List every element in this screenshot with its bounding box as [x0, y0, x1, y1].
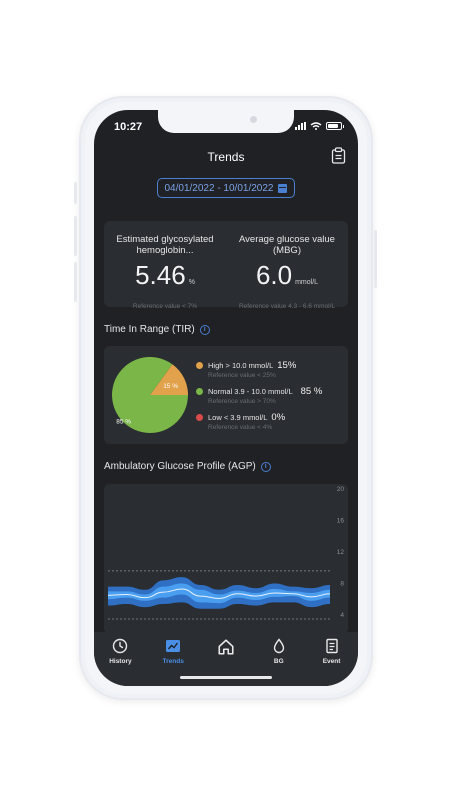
agp-inner-band: [108, 583, 330, 604]
pie-slice: [111, 357, 188, 433]
pie-slice-label: 85 %: [116, 418, 131, 425]
legend-reference: Reference value < 25%: [208, 372, 276, 379]
agp-median-line: [107, 588, 331, 599]
mbg-unit: mmol/L: [295, 279, 319, 286]
clipboard-icon[interactable]: [331, 147, 346, 164]
legend-label: Normal 3.9 - 10.0 mmol/L: [208, 387, 293, 396]
date-range-label: 04/01/2022 - 10/01/2022: [164, 182, 274, 194]
nav-label: History: [109, 658, 132, 665]
y-tick-label: 8: [340, 581, 344, 588]
mbg-reference: Reference value 4.3 - 6.6 mmol/L: [238, 303, 336, 310]
agp-chart: 20 16 12 8 4: [107, 486, 345, 620]
pie-slice: [150, 364, 188, 395]
hba1c-label: Estimated glycosylated hemoglobin...: [116, 234, 214, 256]
low-dot: [196, 414, 203, 421]
nav-label: Event: [322, 658, 341, 665]
home-indicator[interactable]: [180, 676, 272, 679]
tir-pie-chart: 15 % 85 %: [111, 357, 188, 433]
y-tick-label: 16: [337, 517, 345, 524]
tir-legend-high: High > 10.0 mmol/L 15% Reference value <…: [196, 360, 296, 379]
legend-reference: Reference value > 70%: [208, 398, 276, 405]
nav-trends[interactable]: Trends: [147, 638, 199, 686]
agp-title-row: Ambulatory Glucose Profile (AGP) i: [104, 461, 271, 472]
nav-bg[interactable]: BG: [253, 638, 305, 686]
hba1c-value: 5.46: [135, 260, 186, 290]
nav-history[interactable]: History: [94, 638, 146, 686]
hba1c-value-row: 5.46%: [104, 261, 226, 297]
mbg-value-row: 6.0 mmol/L: [226, 261, 348, 297]
hba1c-reference: Reference value < 7%: [132, 303, 198, 310]
high-dot: [196, 362, 203, 369]
tir-legend-low: Low < 3.9 mmol/L 0% Reference value < 4%: [196, 412, 285, 431]
agp-title: Ambulatory Glucose Profile (AGP): [104, 461, 256, 472]
mbg-label: Average glucose value (MBG): [239, 234, 335, 256]
legend-percent: 15%: [277, 360, 297, 371]
status-icons: [295, 122, 344, 130]
nav-home[interactable]: [200, 638, 252, 686]
nav-event[interactable]: Event: [306, 638, 358, 686]
document-icon: [325, 638, 338, 654]
wifi-icon: [310, 122, 322, 130]
y-tick-label: 12: [337, 549, 345, 556]
tir-card: 15 % 85 % High > 10.0 mmol/L 15% Referenc…: [104, 346, 348, 444]
home-icon: [218, 639, 234, 655]
phone-side-button: [374, 230, 377, 288]
agp-outer-band: [108, 577, 330, 609]
app-screen: 10:27 Trends 04/01/2022 - 10/01/2022 Est…: [94, 110, 358, 686]
mbg-value: 6.0: [255, 260, 293, 290]
legend-label: High > 10.0 mmol/L: [208, 361, 274, 370]
tir-title: Time In Range (TIR): [104, 324, 195, 335]
tir-legend-normal: Normal 3.9 - 10.0 mmol/L 85 % Reference …: [196, 386, 322, 405]
glucose-summary-card: Estimated glycosylated hemoglobin... 5.4…: [104, 221, 348, 310]
page-title: Trends: [207, 150, 245, 164]
nav-label: Trends: [162, 658, 184, 665]
mbg-metric: Average glucose value (MBG) 6.0 mmol/L Re…: [226, 221, 348, 310]
trend-chart-icon: [166, 640, 181, 652]
date-range-picker[interactable]: 04/01/2022 - 10/01/2022: [157, 178, 295, 198]
hba1c-unit: %: [188, 279, 195, 286]
phone-side-button: [74, 216, 77, 256]
legend-label: Low < 3.9 mmol/L: [208, 413, 268, 422]
pie-slice-label: 15 %: [163, 383, 178, 390]
clock-icon: [113, 638, 128, 654]
camera: [250, 116, 257, 123]
y-tick-label: 4: [340, 612, 344, 619]
battery-icon: [326, 122, 344, 130]
calendar-icon: [278, 183, 288, 193]
drop-icon: [273, 638, 284, 654]
nav-label: BG: [273, 658, 284, 665]
notch: [158, 110, 294, 133]
info-icon[interactable]: i: [260, 461, 271, 472]
legend-reference: Reference value < 4%: [208, 424, 273, 431]
hba1c-metric: Estimated glycosylated hemoglobin... 5.4…: [104, 221, 226, 310]
status-time: 10:27: [114, 121, 143, 133]
normal-dot: [196, 388, 203, 395]
y-tick-label: 20: [337, 486, 345, 493]
agp-chart-card: 20 16 12 8 4: [104, 484, 348, 634]
info-icon[interactable]: i: [199, 324, 210, 335]
phone-side-button: [74, 182, 77, 204]
tir-title-row: Time In Range (TIR) i: [104, 324, 210, 335]
legend-percent: 0%: [271, 412, 286, 423]
signal-icon: [295, 122, 306, 130]
legend-percent: 85 %: [300, 386, 323, 397]
phone-side-button: [74, 262, 77, 302]
